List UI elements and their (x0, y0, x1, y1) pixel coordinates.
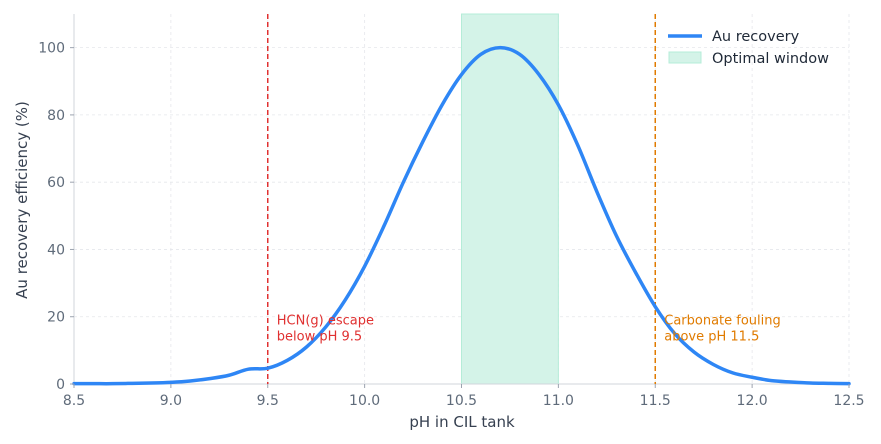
series-layer (72, 45, 851, 386)
x-tick-label-5: 11.0 (543, 393, 574, 409)
x-tick-label-7: 12.0 (737, 393, 768, 409)
y-tick-label-5: 100 (38, 41, 65, 57)
reference-annotation-0-line2: below pH 9.5 (277, 330, 362, 345)
x-tick-label-1: 9.0 (160, 393, 182, 409)
y-tick-label-2: 40 (47, 242, 65, 258)
series-line-0 (72, 45, 851, 386)
reference-annotation-0-line1: HCN(g) escape (277, 314, 374, 329)
optimal-window-rect (461, 13, 559, 385)
x-tick-label-6: 11.5 (640, 393, 671, 409)
optimal-window-band (461, 13, 559, 385)
x-tick-label-8: 12.5 (833, 393, 864, 409)
legend-label-optimal-window: Optimal window (712, 51, 829, 67)
x-tick-label-3: 10.0 (349, 393, 380, 409)
y-tick-label-0: 0 (56, 377, 65, 393)
x-tick-label-0: 8.5 (63, 393, 85, 409)
reference-annotation-1-line2: above pH 11.5 (664, 330, 759, 345)
legend-swatch-optimal-window (668, 51, 702, 64)
tick-labels: 8.5 9.0 9.5 10.0 10.5 11.0 11.5 12.0 12.5 0 20 40 60… (38, 41, 864, 409)
y-axis-title: Au recovery efficiency (%) (13, 101, 31, 299)
y-tick-label-3: 60 (47, 175, 65, 191)
y-tick-label-1: 20 (47, 310, 65, 326)
x-tick-label-2: 9.5 (257, 393, 279, 409)
x-axis-title: pH in CIL tank (409, 413, 515, 431)
legend: Au recovery Optimal window (668, 29, 829, 67)
reference-lines (267, 14, 656, 384)
reference-annotation-1-line1: Carbonate fouling (664, 314, 781, 329)
y-tick-label-4: 80 (47, 108, 65, 124)
legend-label-au-recovery: Au recovery (712, 29, 800, 45)
x-tick-label-4: 10.5 (446, 393, 477, 409)
